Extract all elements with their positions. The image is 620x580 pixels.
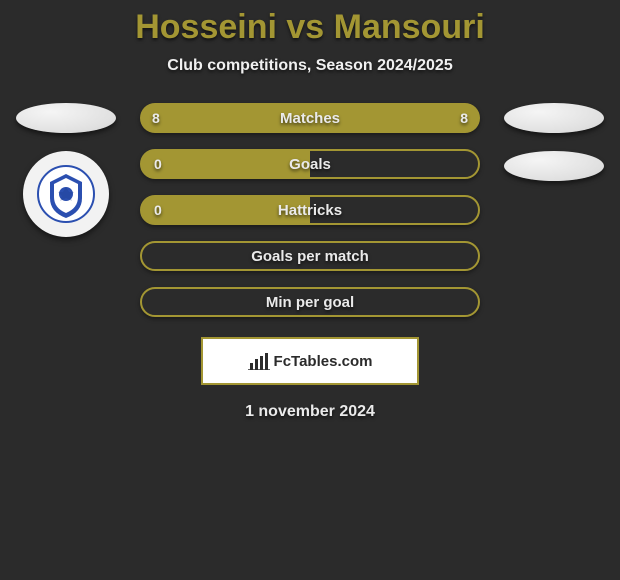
club-shield-icon bbox=[36, 164, 96, 224]
page-subtitle: Club competitions, Season 2024/2025 bbox=[0, 57, 620, 75]
stat-value-right: 8 bbox=[460, 110, 468, 126]
stat-label: Goals per match bbox=[142, 248, 478, 265]
stat-row-goals-per-match: Goals per match bbox=[140, 241, 480, 271]
page-title: Hosseini vs Mansouri bbox=[0, 8, 620, 47]
stat-label: Hattricks bbox=[142, 202, 478, 219]
left-column bbox=[16, 103, 116, 237]
infographic-root: Hosseini vs Mansouri Club competitions, … bbox=[0, 0, 620, 421]
player2-name-oval bbox=[504, 103, 604, 133]
stat-label: Min per goal bbox=[142, 294, 478, 311]
comparison-area: 8 Matches 8 0 Goals 0 Hattricks Goals pe… bbox=[0, 103, 620, 317]
brand-text: FcTables.com bbox=[274, 353, 373, 370]
right-column bbox=[504, 103, 604, 181]
stats-column: 8 Matches 8 0 Goals 0 Hattricks Goals pe… bbox=[140, 103, 480, 317]
stat-row-min-per-goal: Min per goal bbox=[140, 287, 480, 317]
stat-label: Matches bbox=[140, 110, 480, 127]
player2-club-oval bbox=[504, 151, 604, 181]
bar-chart-icon bbox=[248, 352, 270, 370]
date-text: 1 november 2024 bbox=[0, 403, 620, 421]
player1-club-badge bbox=[23, 151, 109, 237]
player1-name-oval bbox=[16, 103, 116, 133]
brand-box: FcTables.com bbox=[201, 337, 419, 385]
stat-row-hattricks: 0 Hattricks bbox=[140, 195, 480, 225]
stat-row-matches: 8 Matches 8 bbox=[140, 103, 480, 133]
stat-row-goals: 0 Goals bbox=[140, 149, 480, 179]
brand-inner: FcTables.com bbox=[248, 352, 373, 370]
stat-label: Goals bbox=[142, 156, 478, 173]
